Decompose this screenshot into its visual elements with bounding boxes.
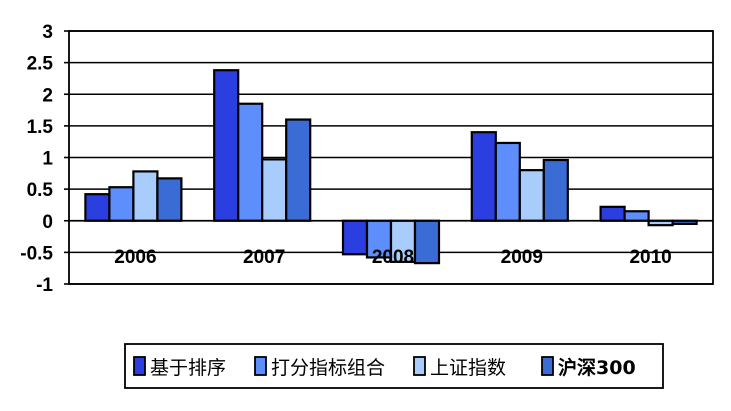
- legend-swatch-1: [133, 356, 146, 376]
- y-tick-label: 2: [42, 85, 53, 106]
- bar-2009-series-2: [494, 141, 521, 222]
- y-tick-label: -1: [36, 275, 53, 296]
- axes: [64, 30, 714, 285]
- bar-2007-series-1: [213, 69, 240, 222]
- bars: [84, 69, 698, 265]
- y-tick-label: -0.5: [20, 243, 53, 264]
- y-tick-label: 2.5: [27, 54, 54, 75]
- x-category-label: 2009: [501, 247, 543, 268]
- bar-2006-series-3: [132, 170, 159, 222]
- legend-label-3: 上证指数: [430, 357, 506, 379]
- bar-2010-series-2: [623, 210, 650, 222]
- bar-2008-series-4: [413, 219, 441, 265]
- legend-label-2: 打分指标组合: [271, 357, 385, 379]
- bar-2006-series-4: [156, 177, 183, 222]
- x-category-label: 2008: [372, 247, 414, 268]
- legend-swatch-4: [541, 356, 554, 376]
- legend: 基于排序 打分指标组合 上证指数 沪深300: [124, 343, 664, 389]
- bar-2006-series-1: [84, 193, 111, 222]
- bar-2007-series-2: [237, 102, 264, 222]
- plot-frame: [68, 30, 714, 285]
- legend-swatch-2: [254, 356, 267, 376]
- bar-2007-series-3: [261, 158, 288, 222]
- y-tick-label: 1.5: [27, 117, 54, 138]
- y-tick-label: 0: [42, 212, 53, 233]
- bar-2009-series-1: [470, 131, 497, 222]
- legend-box: [124, 343, 664, 389]
- y-tick-label: 0.5: [27, 180, 54, 201]
- bar-2009-series-4: [542, 158, 569, 222]
- bar-2007-series-4: [285, 118, 312, 222]
- x-category-label: 2007: [243, 247, 285, 268]
- legend-swatch-3: [413, 356, 426, 376]
- bar-2009-series-3: [518, 169, 545, 222]
- legend-label-4: 沪深300: [558, 356, 636, 379]
- bar-2010-series-1: [599, 205, 626, 222]
- legend-label-1: 基于排序: [150, 357, 226, 379]
- y-tick-label: 1: [42, 149, 53, 170]
- bar-2008-series-3: [389, 219, 417, 263]
- labels: 3 2.5 2 1.5 1 0.5 0 -0.5 -1 2006 2007 2008 2009 2010: [20, 22, 671, 296]
- y-tick-label: 3: [42, 22, 53, 43]
- bar-2006-series-2: [108, 186, 135, 222]
- x-category-label: 2006: [114, 247, 156, 268]
- bar-2008-series-1: [341, 219, 369, 256]
- x-category-label: 2010: [629, 247, 671, 268]
